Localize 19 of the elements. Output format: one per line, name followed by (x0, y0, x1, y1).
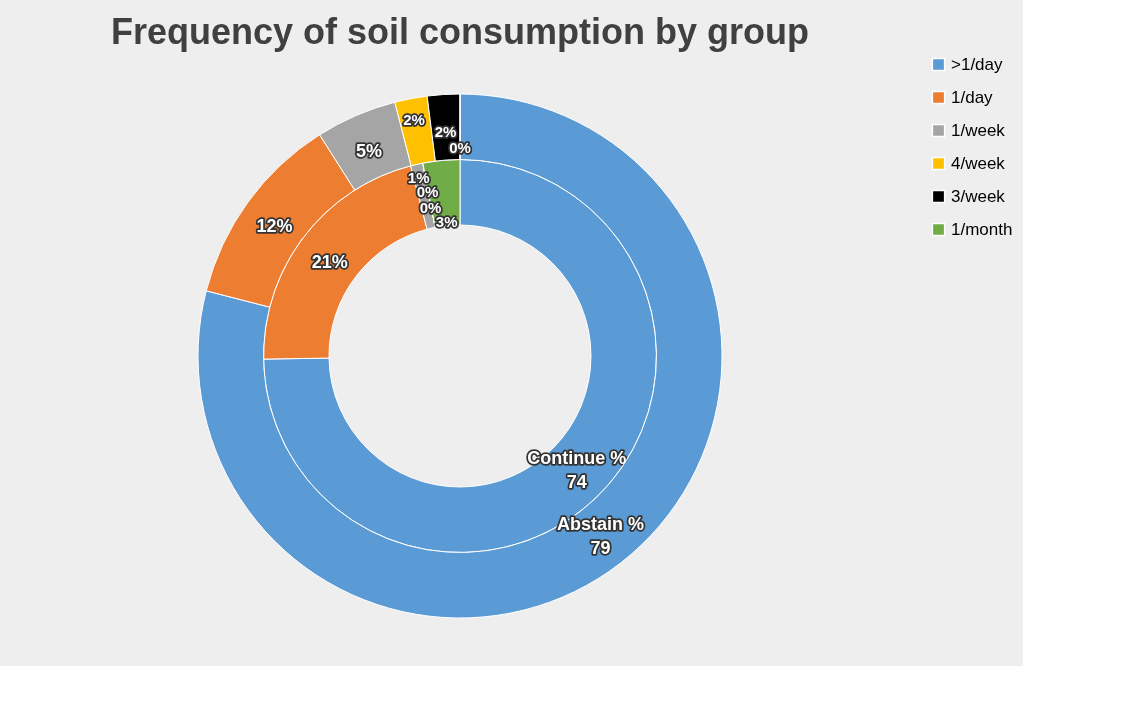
legend-label: 1/day (951, 87, 994, 107)
legend-label: 4/week (951, 153, 1006, 173)
chart-title: Frequency of soil consumption by group (110, 11, 810, 52)
data-label: 74 (566, 471, 587, 492)
text: 0% (419, 199, 442, 217)
legend-label: >1/day (951, 54, 1004, 74)
legend-label: 1/month (951, 219, 1013, 239)
data-label: 21% (311, 251, 348, 272)
data-label: 2% (403, 111, 425, 129)
legend-label: 1/week (951, 120, 1006, 140)
text: 0% (449, 138, 471, 156)
text: 0% (416, 183, 439, 201)
data-label: 12% (256, 216, 293, 237)
data-label: 5% (355, 140, 382, 161)
data-label: 2% (434, 123, 457, 141)
data-label: 79 (590, 538, 611, 559)
legend-label: 3/week (951, 186, 1006, 206)
slice-label: Abstain % (557, 514, 645, 535)
data-label: 1% (407, 168, 430, 186)
